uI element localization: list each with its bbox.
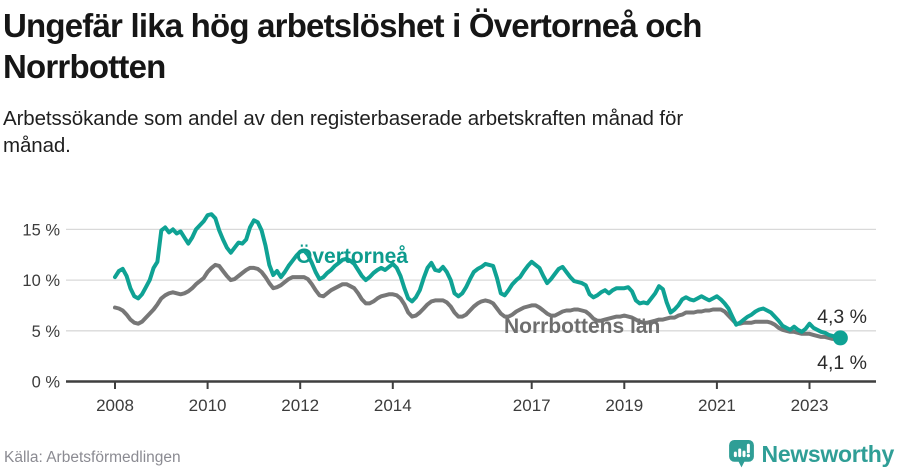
y-axis-label: 0 %	[32, 374, 61, 392]
bar-chart-glyph	[733, 443, 750, 458]
plot-area: 2008 2010 2012 2014 2017 2019 2021 2023 0 % 5 % 10…	[22, 212, 876, 415]
y-axis-label: 15 %	[22, 221, 60, 239]
x-axis-label: 2008	[96, 396, 134, 415]
chart-title: Ungefär lika hög arbetslöshet i Övertorn…	[3, 7, 702, 85]
line-chart: 2008 2010 2012 2014 2017 2019 2021 2023 0 % 5 % 10…	[22, 212, 876, 415]
series-label-overtornea: Övertorneå	[296, 245, 408, 268]
newsworthy-logo-icon	[728, 440, 754, 468]
x-axis-label: 2019	[605, 396, 643, 415]
x-axis-label: 2023	[791, 396, 829, 415]
norrbotten-line	[113, 262, 843, 342]
source-note: Källa: Arbetsförmedlingen	[4, 449, 181, 466]
x-axis-label: 2017	[513, 396, 551, 415]
chart-header: Ungefär lika hög arbetslöshet i Övertorn…	[0, 0, 900, 160]
end-value-label-norrbotten: 4,1 %	[817, 352, 867, 374]
newsworthy-logo: Newsworthy	[728, 439, 894, 470]
x-axis-label: 2014	[374, 396, 412, 415]
end-value-label-overtornea: 4,3 %	[817, 306, 867, 328]
x-axis-label: 2010	[189, 396, 227, 415]
overtornea-line	[113, 212, 843, 340]
newsworthy-wordmark: Newsworthy	[761, 441, 895, 467]
line-end-dot	[832, 330, 848, 346]
x-axis-label: 2021	[698, 396, 736, 415]
series-label-norrbotten: Norrbottens län	[504, 315, 660, 338]
x-axis-label: 2012	[281, 396, 319, 415]
chart-subtitle: Arbetssökande som andel av den registerb…	[3, 106, 684, 158]
y-axis-label: 10 %	[22, 272, 60, 290]
y-axis-label: 5 %	[32, 323, 61, 341]
